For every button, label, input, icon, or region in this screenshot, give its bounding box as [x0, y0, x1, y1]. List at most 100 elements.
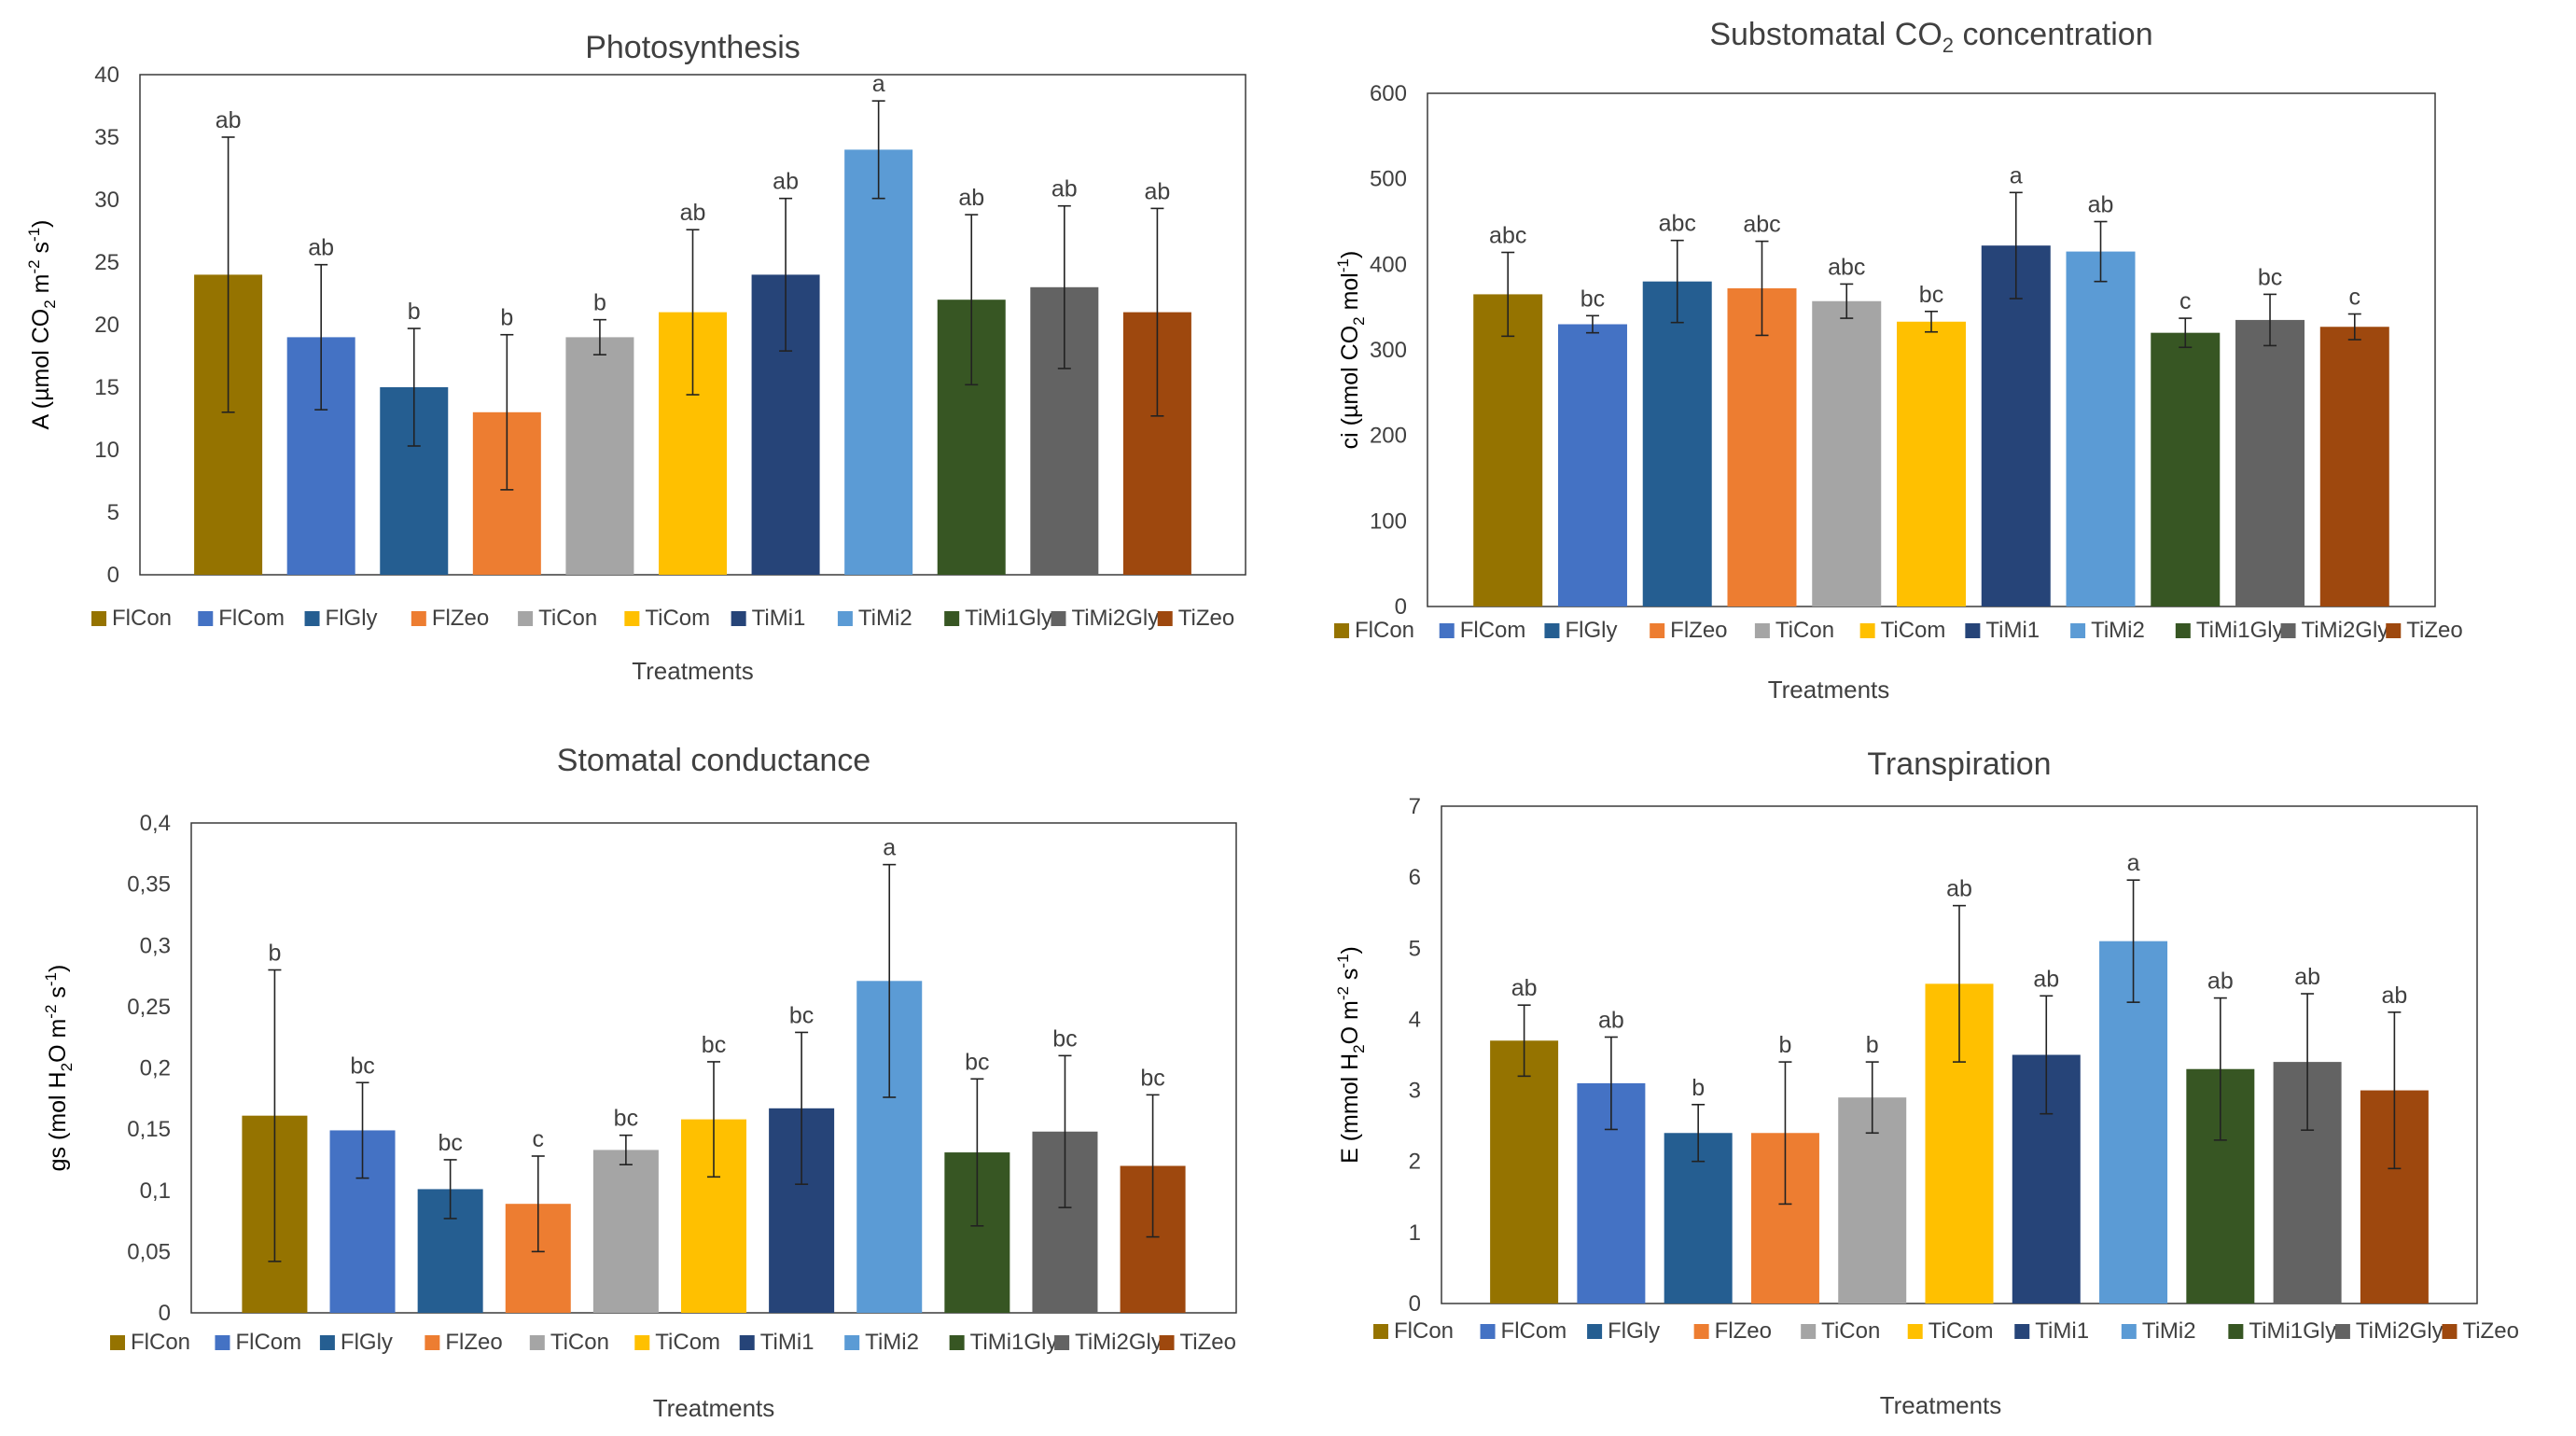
legend-label-TiMi1Gly: TiMi1Gly — [970, 1330, 1058, 1355]
legend-swatch-TiCom — [1859, 623, 1875, 638]
bar-TiMi1Gly — [2151, 332, 2221, 606]
y-axis-label: A (µmol CO2 m-2 s-1) — [25, 220, 59, 430]
legend-swatch-TiCom — [624, 611, 640, 626]
y-tick-label: 0 — [107, 563, 119, 588]
chart-transpiration: Transpiration 0 1 2 3 4 5 6 7 E (mmol H2O m-2 s-1… — [1334, 746, 2519, 1419]
legend-swatch-TiCon — [518, 611, 534, 626]
legend-swatch-TiMi2Gly — [2334, 1324, 2350, 1339]
legend-label-FlGly: FlGly — [326, 606, 378, 631]
legend-label-FlCom: FlCom — [1460, 618, 1526, 643]
y-tick-label: 35 — [94, 125, 119, 150]
bar-FlCom — [1557, 324, 1627, 606]
y-tick-label: 300 — [1370, 338, 1407, 363]
y-tick-label: 2 — [1409, 1150, 1421, 1175]
legend-label-TiMi2: TiMi2 — [2142, 1318, 2196, 1344]
significance-label: bc — [789, 1002, 814, 1028]
chart-substomatal-co2: Substomatal CO2 concentration 0 100 200 300 4… — [1334, 17, 2463, 704]
significance-label: ab — [773, 169, 799, 195]
y-tick-label: 0,35 — [127, 872, 171, 898]
legend-swatch-TiCon — [1801, 1324, 1817, 1339]
significance-label: ab — [1511, 975, 1538, 1001]
y-tick-label: 400 — [1370, 252, 1407, 277]
significance-label: a — [872, 71, 885, 97]
chart-title: Photosynthesis — [585, 30, 801, 65]
significance-label: c — [2349, 285, 2361, 311]
significance-label: ab — [2207, 969, 2234, 995]
bar-TiCom — [1897, 321, 1966, 606]
legend-swatch-TiMi2Gly — [2280, 623, 2296, 638]
significance-label: bc — [1140, 1065, 1164, 1091]
legend-label-FlCom: FlCom — [218, 606, 285, 631]
legend-label-FlCon: FlCon — [1394, 1318, 1454, 1344]
significance-label: ab — [1051, 176, 1078, 202]
y-tick-label: 10 — [94, 438, 119, 463]
legend-swatch-FlCon — [1334, 623, 1349, 638]
y-tick-label: 600 — [1370, 81, 1407, 106]
significance-label: bc — [438, 1130, 462, 1156]
y-axis-label: E (mmol H2O m-2 s-1) — [1334, 946, 1368, 1164]
y-tick-label: 3 — [1409, 1079, 1421, 1104]
legend-swatch-FlCon — [1373, 1324, 1388, 1339]
y-tick-label: 0,1 — [140, 1178, 171, 1204]
significance-label: b — [268, 941, 281, 967]
bar-TiMi2Gly — [2235, 319, 2305, 606]
legend-swatch-TiMi1Gly — [2175, 623, 2191, 638]
chart-title: Transpiration — [1867, 746, 2051, 782]
y-tick-label: 500 — [1370, 167, 1407, 192]
significance-label: bc — [1580, 286, 1605, 312]
legend-label-TiMi2Gly: TiMi2Gly — [1075, 1330, 1163, 1355]
significance-label: bc — [702, 1032, 726, 1058]
y-tick-label: 40 — [94, 63, 119, 88]
legend-swatch-TiMi1Gly — [2228, 1324, 2244, 1339]
legend-swatch-FlCom — [198, 611, 214, 626]
significance-label: ab — [958, 185, 984, 211]
legend-swatch-FlGly — [304, 611, 320, 626]
legend-label-TiMi2: TiMi2 — [865, 1330, 919, 1355]
legend-label-TiMi1: TiMi1 — [2035, 1318, 2089, 1344]
y-tick-label: 30 — [94, 188, 119, 213]
chart-title: Stomatal conductance — [557, 743, 870, 778]
bar-FlGly — [1642, 281, 1712, 606]
legend-label-FlZeo: FlZeo — [445, 1330, 502, 1355]
y-tick-label: 6 — [1409, 865, 1421, 890]
y-tick-label: 20 — [94, 313, 119, 338]
legend-label-FlZeo: FlZeo — [1670, 618, 1727, 643]
legend-swatch-TiMi1Gly — [944, 611, 960, 626]
significance-label: ab — [2381, 983, 2407, 1009]
legend-label-TiMi1Gly: TiMi1Gly — [965, 606, 1052, 631]
x-axis-label: Treatments — [1880, 1391, 2002, 1419]
significance-label: bc — [2258, 264, 2282, 290]
bar-FlZeo — [1727, 288, 1797, 606]
y-tick-label: 4 — [1409, 1007, 1421, 1032]
significance-label: ab — [2088, 192, 2114, 218]
bar-TiMi1 — [1981, 245, 2051, 606]
y-tick-label: 25 — [94, 250, 119, 275]
y-tick-label: 5 — [1409, 936, 1421, 961]
y-axis-label: gs (mol H2O m-2 s-1) — [42, 965, 76, 1172]
legend-swatch-FlZeo — [425, 1335, 440, 1350]
significance-label: bc — [1919, 282, 1943, 308]
significance-label: ab — [680, 200, 706, 226]
significance-label: b — [593, 290, 606, 316]
legend-label-TiMi1Gly: TiMi1Gly — [2249, 1318, 2336, 1344]
legend-swatch-FlGly — [319, 1335, 335, 1350]
significance-label: ab — [216, 107, 242, 133]
bar-TiZeo — [2319, 327, 2389, 606]
legend-label-TiZeo: TiZeo — [1180, 1330, 1236, 1355]
legend-label-TiCon: TiCon — [1775, 618, 1834, 643]
y-tick-label: 100 — [1370, 509, 1407, 534]
legend-swatch-FlCom — [1480, 1324, 1496, 1339]
legend-swatch-FlZeo — [1650, 623, 1665, 638]
significance-label: abc — [1828, 254, 1865, 280]
legend-swatch-FlGly — [1587, 1324, 1603, 1339]
legend-label-TiMi1: TiMi1 — [752, 606, 806, 631]
legend-swatch-TiMi2Gly — [1054, 1335, 1070, 1350]
significance-label: b — [1778, 1032, 1791, 1058]
x-axis-label: Treatments — [1768, 676, 1890, 704]
legend-swatch-FlGly — [1544, 623, 1560, 638]
legend-swatch-TiZeo — [2442, 1324, 2458, 1339]
significance-label: abc — [1659, 211, 1696, 237]
legend-swatch-TiZeo — [2386, 623, 2402, 638]
significance-label: ab — [1598, 1007, 1624, 1033]
legend-swatch-TiMi1Gly — [949, 1335, 965, 1350]
